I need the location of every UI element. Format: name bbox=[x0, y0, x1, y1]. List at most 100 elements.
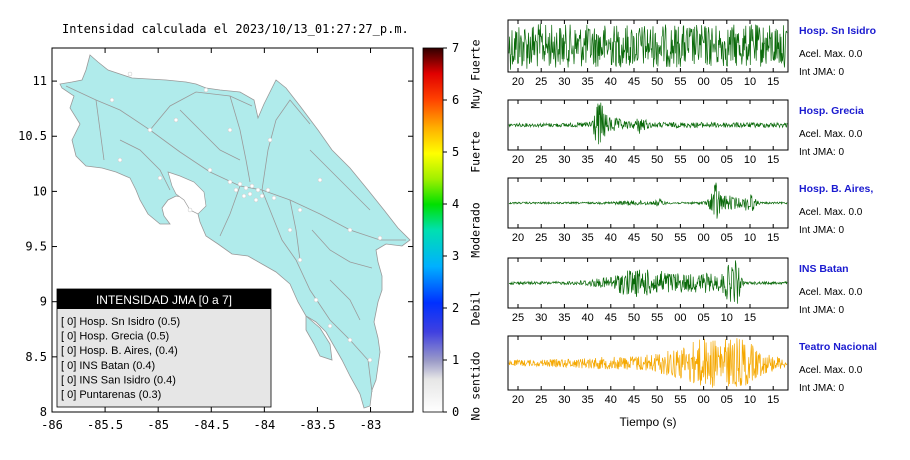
map-y-tick-label: 8.5 bbox=[25, 350, 47, 364]
waveform-tick-label: 00 bbox=[674, 312, 686, 324]
waveform-tick-label: 30 bbox=[558, 76, 570, 88]
waveform-tick-label: 35 bbox=[581, 232, 593, 244]
waveform-trace bbox=[508, 338, 788, 388]
waveform-tick-label: 10 bbox=[744, 76, 756, 88]
station-max-accel: Acel. Max. 0.0 bbox=[799, 207, 863, 218]
waveform-tick-label: 05 bbox=[721, 232, 733, 244]
waveform-tick-label: 15 bbox=[767, 76, 779, 88]
map-x-tick-label: -86 bbox=[41, 418, 63, 432]
station-jma-intensity: Int JMA: 0 bbox=[799, 225, 844, 236]
waveform-tick-label: 45 bbox=[628, 394, 640, 406]
map-x-tick-label: -85.5 bbox=[87, 418, 123, 432]
waveform-tick-label: 25 bbox=[535, 76, 547, 88]
colorbar-tick-label: 1 bbox=[452, 353, 459, 367]
waveform-tick-label: 25 bbox=[535, 394, 547, 406]
waveform-tick-label: 00 bbox=[697, 394, 709, 406]
waveform-tick-label: 25 bbox=[535, 154, 547, 166]
legend-header: INTENSIDAD JMA [0 a 7] bbox=[96, 293, 232, 307]
station-waveform: 20 25 30 35 40 45 50 55 00 05 10 15 Hosp. B. Aires, A… bbox=[507, 177, 873, 244]
waveform-tick-label: 45 bbox=[628, 76, 640, 88]
waveform-tick-label: 20 bbox=[512, 394, 524, 406]
station-name: Hosp. B. Aires, bbox=[799, 183, 873, 195]
waveform-tick-label: 00 bbox=[697, 154, 709, 166]
colorbar-category-label: Muy Fuerte bbox=[469, 39, 483, 108]
legend-item: [ 0] Hosp. B. Aires, (0.4) bbox=[61, 345, 178, 357]
intensity-colorbar: 0 1 2 3 4 5 6 7 No sentido Debil Moderado Fuerte Mu… bbox=[422, 39, 483, 421]
station-name: INS Batan bbox=[799, 263, 849, 275]
map-y-tick-label: 9 bbox=[40, 295, 47, 309]
waveform-tick-label: 10 bbox=[744, 154, 756, 166]
waveform-tick-label: 40 bbox=[605, 232, 617, 244]
station-waveform: 20 25 30 35 40 45 50 55 00 05 10 15 Hosp. Grecia Acel… bbox=[507, 99, 864, 166]
colorbar-category-label: Moderado bbox=[469, 202, 483, 257]
colorbar-tick-label: 2 bbox=[452, 301, 459, 315]
map-y-tick-label: 10 bbox=[33, 184, 47, 198]
legend-item: [ 0] INS Batan (0.4) bbox=[61, 360, 155, 372]
legend-item: [ 0] Hosp. Grecia (0.5) bbox=[61, 331, 169, 343]
waveform-tick-label: 55 bbox=[674, 232, 686, 244]
map-y-tick-label: 8 bbox=[40, 405, 47, 419]
station-max-accel: Acel. Max. 0.0 bbox=[799, 49, 863, 60]
map-axes: -86 -85.5 -85 -84.5 -84 -83.5 -83 8 8.5 9 9.5 10 10.… bbox=[18, 48, 413, 432]
colorbar-tick-label: 0 bbox=[452, 405, 459, 419]
colorbar-category-label: Fuerte bbox=[469, 131, 483, 173]
map-y-tick-label: 9.5 bbox=[25, 240, 47, 254]
waveform-tick-label: 05 bbox=[721, 154, 733, 166]
waveform-tick-label: 15 bbox=[767, 394, 779, 406]
waveform-tick-label: 40 bbox=[605, 394, 617, 406]
waveform-tick-label: 35 bbox=[558, 312, 570, 324]
station-name: Hosp. Grecia bbox=[799, 105, 864, 117]
station-max-accel: Acel. Max. 0.0 bbox=[799, 365, 863, 376]
legend-item: [ 0] Hosp. Sn Isidro (0.5) bbox=[61, 316, 180, 328]
waveform-tick-label: 45 bbox=[605, 312, 617, 324]
waveform-tick-label: 55 bbox=[674, 76, 686, 88]
waveform-tick-label: 05 bbox=[721, 394, 733, 406]
waveform-tick-label: 20 bbox=[512, 154, 524, 166]
waveform-tick-label: 50 bbox=[651, 154, 663, 166]
waveform-tick-label: 55 bbox=[651, 312, 663, 324]
station-jma-intensity: Int JMA: 0 bbox=[799, 305, 844, 316]
map-x-tick-label: -84.5 bbox=[193, 418, 229, 432]
waveform-trace bbox=[508, 102, 788, 145]
waveform-tick-label: 40 bbox=[605, 154, 617, 166]
waveform-tick-label: 50 bbox=[628, 312, 640, 324]
station-jma-intensity: Int JMA: 0 bbox=[799, 67, 844, 78]
station-waveform: 25 30 35 40 45 50 55 00 05 10 15 INS Batan Acel. Max… bbox=[507, 257, 863, 324]
waveform-tick-label: 30 bbox=[535, 312, 547, 324]
station-max-accel: Acel. Max. 0.0 bbox=[799, 129, 863, 140]
waveform-tick-label: 35 bbox=[581, 154, 593, 166]
station-max-accel: Acel. Max. 0.0 bbox=[799, 287, 863, 298]
legend-item: [ 0] Puntarenas (0.3) bbox=[61, 389, 161, 401]
waveform-tick-label: 45 bbox=[628, 154, 640, 166]
waveform-tick-label: 00 bbox=[697, 76, 709, 88]
osa-peninsula bbox=[305, 315, 333, 361]
waveform-tick-label: 20 bbox=[512, 232, 524, 244]
map-x-tick-label: -84 bbox=[254, 418, 276, 432]
colorbar-category-label: No sentido bbox=[469, 351, 483, 420]
waveform-tick-label: 25 bbox=[512, 312, 524, 324]
map-x-tick-label: -85 bbox=[147, 418, 169, 432]
town-markers bbox=[109, 71, 383, 363]
map-x-tick-label: -83.5 bbox=[299, 418, 335, 432]
map-title: Intensidad calculada el 2023/10/13_01:27… bbox=[62, 22, 409, 36]
station-jma-intensity: Int JMA: 0 bbox=[799, 383, 844, 394]
legend-item: [ 0] INS San Isidro (0.4) bbox=[61, 374, 176, 386]
station-name: Teatro Nacional bbox=[799, 341, 877, 353]
station-waveform: 20 25 30 35 40 45 50 55 00 05 10 15 Hosp. Sn Isidro A… bbox=[507, 19, 876, 88]
waveform-tick-label: 20 bbox=[512, 76, 524, 88]
waveform-tick-label: 35 bbox=[581, 76, 593, 88]
colorbar-tick-label: 5 bbox=[452, 145, 459, 159]
station-jma-intensity: Int JMA: 0 bbox=[799, 147, 844, 158]
waveform-tick-label: 50 bbox=[651, 394, 663, 406]
colorbar-category-label: Debil bbox=[469, 291, 483, 326]
colorbar-tick-label: 4 bbox=[452, 197, 459, 211]
waveform-tick-label: 50 bbox=[651, 76, 663, 88]
waveform-tick-label: 10 bbox=[721, 312, 733, 324]
station-name: Hosp. Sn Isidro bbox=[799, 25, 876, 37]
waveform-tick-label: 10 bbox=[744, 232, 756, 244]
waveform-tick-label: 30 bbox=[558, 154, 570, 166]
nicoya-gulf bbox=[167, 171, 207, 215]
waveform-tick-label: 45 bbox=[628, 232, 640, 244]
colorbar-tick-label: 6 bbox=[452, 93, 459, 107]
